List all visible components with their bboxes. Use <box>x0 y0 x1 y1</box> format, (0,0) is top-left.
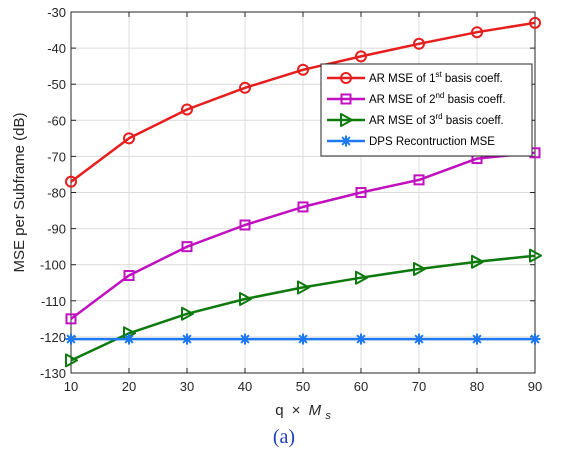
series-1-point <box>239 81 251 94</box>
series-4-point <box>297 333 309 345</box>
legend-marker <box>340 93 352 105</box>
x-tick-label: 50 <box>296 379 310 394</box>
legend-marker <box>340 113 353 127</box>
x-tick-label: 80 <box>470 379 484 394</box>
x-tick-label: 10 <box>64 379 78 394</box>
legend-label: AR MSE of 3rd basis coeff. <box>369 112 504 127</box>
legend: AR MSE of 1st basis coeff. AR MSE of 2nd … <box>320 63 533 157</box>
series-4-point <box>471 333 483 345</box>
series-1-point <box>297 63 309 76</box>
y-tick-label: -100 <box>40 258 66 273</box>
x-tick-label: 70 <box>412 379 426 394</box>
legend-marker <box>340 135 352 147</box>
x-axis-label-symbol: M <box>309 402 322 419</box>
legend-label: AR MSE of 1st basis coeff. <box>369 70 503 85</box>
y-tick-label: -30 <box>47 5 66 20</box>
series-3-point <box>471 254 484 269</box>
y-tick-label: -70 <box>47 149 66 164</box>
series-3-point <box>529 248 542 263</box>
series-4-point <box>123 333 135 345</box>
series-2-point <box>239 219 251 231</box>
x-axis-ticks: 10 20 30 40 50 60 70 80 90 <box>64 12 542 394</box>
series-1-point <box>355 50 367 63</box>
y-axis-ticks: -130 -120 -110 -100 -90 -80 -70 -60 -50 -40 -30 <box>40 5 535 381</box>
series-4-point <box>529 333 541 345</box>
series-2-point <box>123 270 135 282</box>
legend-item: DPS Recontruction MSE <box>327 135 495 148</box>
figure-caption: (a) <box>272 426 296 448</box>
series-3-point <box>413 262 426 277</box>
series-1 <box>65 16 541 188</box>
legend-item: AR MSE of 3rd basis coeff. <box>327 112 504 127</box>
legend-label: DPS Recontruction MSE <box>369 136 495 148</box>
series-3-line <box>70 254 536 362</box>
series-4-point <box>355 333 367 345</box>
y-tick-label: -90 <box>47 222 66 237</box>
y-axis-label: MSE per Subframe (dB) <box>11 112 28 272</box>
y-tick-label: -110 <box>41 294 66 309</box>
y-tick-label: -60 <box>47 113 66 128</box>
y-tick-label: -120 <box>40 330 66 345</box>
legend-marker <box>340 72 352 84</box>
x-axis-label-subscript: s <box>325 410 331 422</box>
series-4-point <box>413 333 425 345</box>
x-tick-label: 30 <box>180 379 194 394</box>
series-4-point <box>181 333 193 345</box>
series-group <box>65 16 542 368</box>
x-tick-label: 90 <box>528 379 542 394</box>
series-4-point <box>239 333 251 345</box>
series-2-point <box>65 313 77 325</box>
series-2-point <box>413 174 425 186</box>
series-1-point <box>65 175 77 188</box>
series-2-point <box>181 241 193 253</box>
series-1-point <box>471 26 483 39</box>
series-1-point <box>181 103 193 116</box>
x-axis-label-operator: × <box>292 402 301 419</box>
chart: -130 -120 -110 -100 -90 -80 -70 -60 -50 -40 -30 10… <box>11 5 542 422</box>
x-tick-label: 40 <box>238 379 252 394</box>
series-3-point <box>239 291 252 306</box>
y-tick-label: -40 <box>47 41 66 56</box>
series-2-point <box>297 201 309 213</box>
legend-item: AR MSE of 1st basis coeff. <box>327 70 503 85</box>
series-4-point <box>65 333 77 345</box>
x-tick-label: 20 <box>122 379 136 394</box>
y-tick-label: -130 <box>40 366 66 381</box>
series-3-point <box>355 270 368 285</box>
legend-label: AR MSE of 2nd basis coeff. <box>369 91 506 106</box>
y-tick-label: -50 <box>47 77 66 92</box>
series-3-point <box>181 306 194 321</box>
x-axis-label: q × M s <box>275 402 331 422</box>
y-tick-label: -80 <box>47 186 66 201</box>
series-1-point <box>413 37 425 50</box>
series-1-line <box>70 21 536 183</box>
x-tick-label: 60 <box>354 379 368 394</box>
series-3-point <box>297 280 310 295</box>
series-2-point <box>355 187 367 198</box>
series-4 <box>65 333 541 345</box>
legend-item: AR MSE of 2nd basis coeff. <box>327 91 506 106</box>
x-axis-label-main: q <box>275 402 283 419</box>
series-3-point <box>65 353 78 368</box>
series-2-line <box>70 151 536 320</box>
series-1-point <box>123 132 135 145</box>
series-1-point <box>529 16 541 29</box>
